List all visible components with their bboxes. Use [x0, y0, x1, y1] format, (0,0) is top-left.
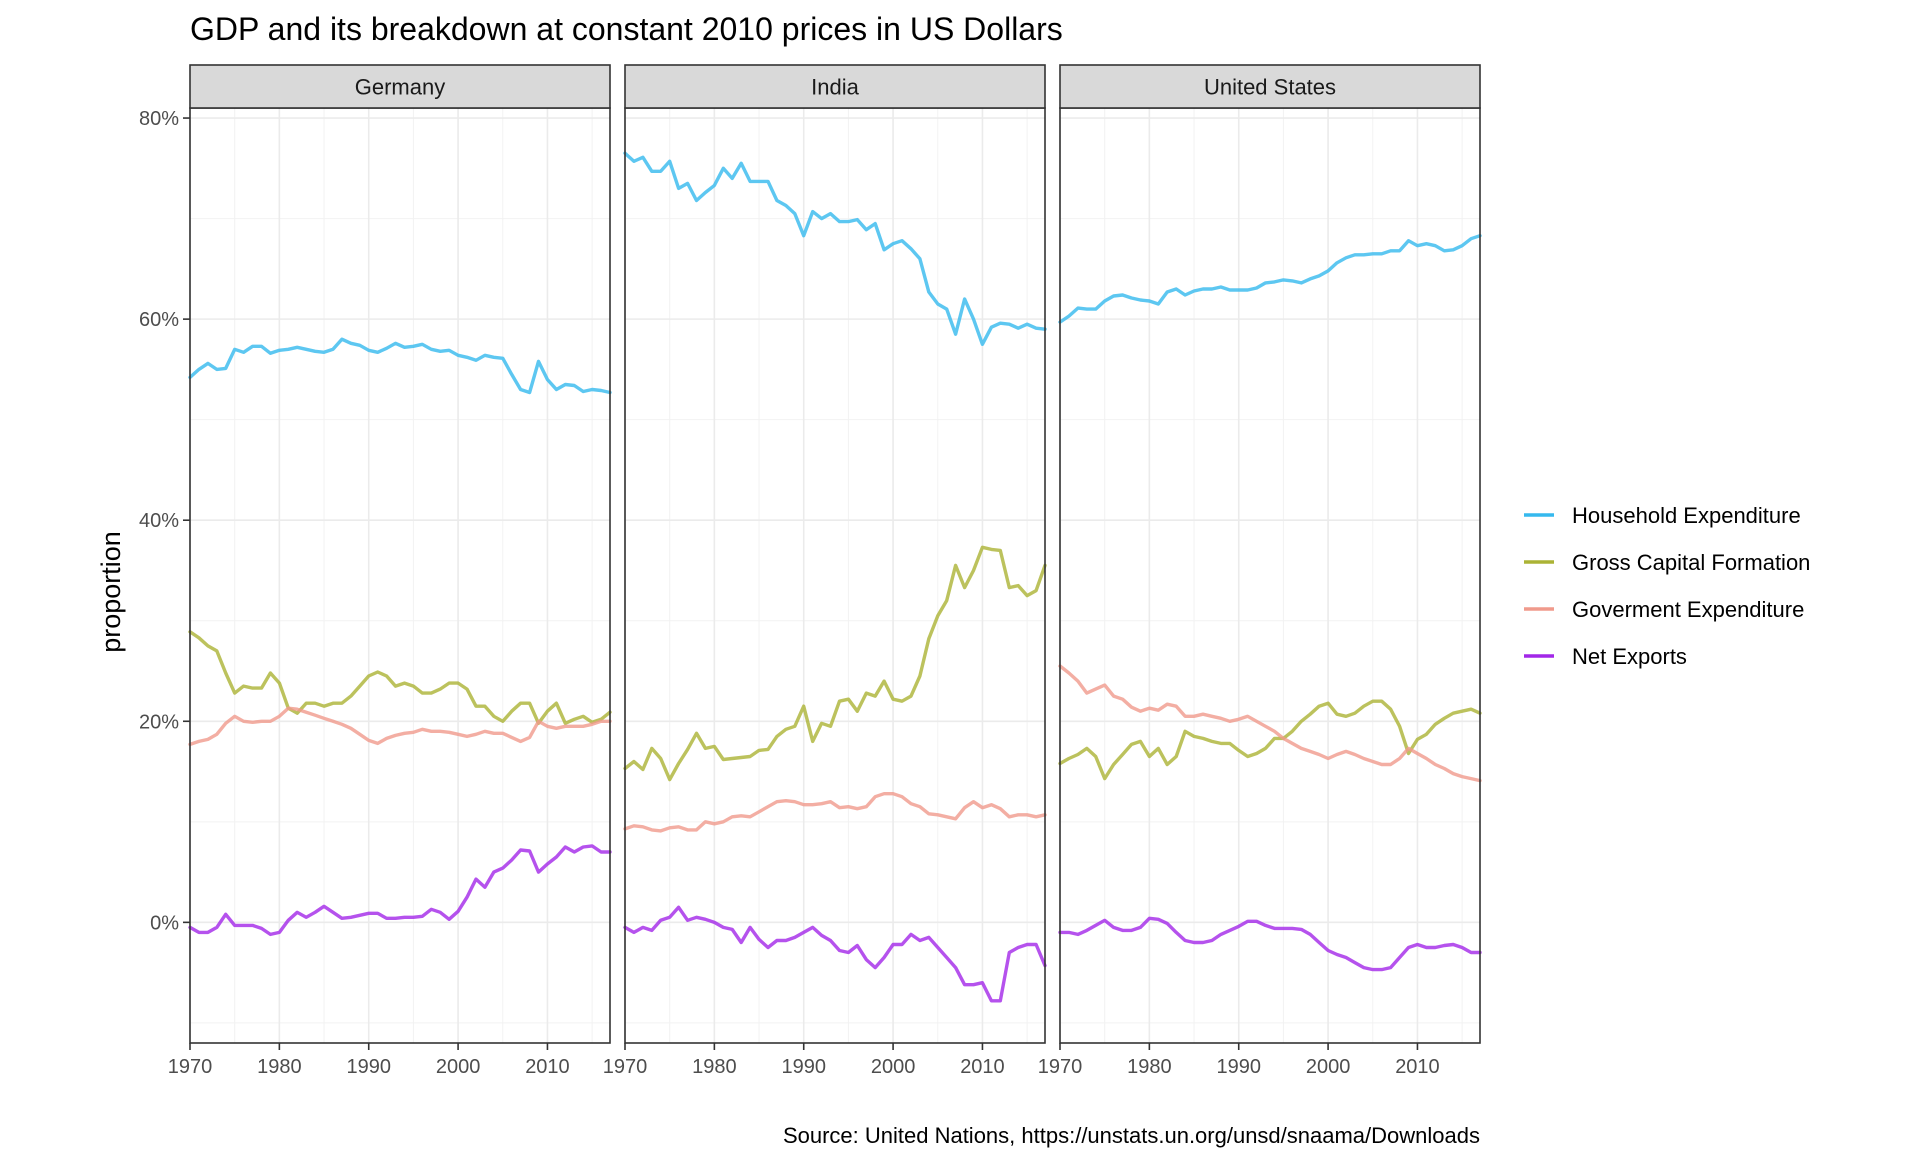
series-line-net-exports: [1058, 916, 1482, 972]
legend-label: Household Expenditure: [1572, 503, 1801, 528]
facet-strip-label: Germany: [355, 75, 445, 100]
panel-india: India 1970 1980 1990 2000 2010: [603, 64, 1047, 1078]
x-tick-label: 1990: [346, 1056, 391, 1078]
y-tick-label: 20%: [139, 711, 179, 733]
x-tick-label: 2000: [1306, 1056, 1351, 1078]
panel-background: [190, 108, 610, 1043]
legend-label: Net Exports: [1572, 644, 1687, 669]
legend-item: Goverment Expenditure: [1524, 597, 1804, 622]
facet-strip-label: India: [811, 75, 859, 100]
x-tick-label: 2000: [436, 1056, 481, 1078]
x-tick-label: 2010: [960, 1056, 1005, 1078]
series-line-gross-capital-formation: [623, 545, 1047, 782]
facet-strip: [624, 64, 1046, 109]
legend-label: Goverment Expenditure: [1572, 597, 1804, 622]
series-line-goverment-expenditure: [1058, 664, 1482, 783]
chart-caption: Source: United Nations, https://unstats.…: [783, 1123, 1480, 1148]
chart-panels: Germany 1970 1980 1990 2000 2010 India 1970 1980…: [168, 64, 1482, 1078]
facet-strip-label: United States: [1204, 75, 1336, 100]
facet-strip: [1059, 64, 1481, 109]
panel-united-states: United States 1970 1980 1990 2000 2010: [1038, 64, 1482, 1078]
chart-title: GDP and its breakdown at constant 2010 p…: [190, 11, 1063, 47]
series-line-household-expenditure: [188, 337, 612, 395]
x-tick-label: 2010: [1395, 1056, 1440, 1078]
legend-item: Net Exports: [1524, 644, 1687, 669]
y-tick-label: 80%: [139, 108, 179, 130]
series-line-household-expenditure: [623, 151, 1047, 346]
x-tick-label: 2010: [525, 1056, 570, 1078]
series-line-net-exports: [188, 844, 612, 937]
y-tick-label: 0%: [150, 912, 179, 934]
legend-item: Gross Capital Formation: [1524, 550, 1810, 575]
series-line-goverment-expenditure: [188, 706, 612, 747]
x-tick-label: 1970: [168, 1056, 213, 1078]
x-tick-label: 1980: [1127, 1056, 1172, 1078]
x-tick-label: 1970: [603, 1056, 648, 1078]
x-tick-label: 2000: [871, 1056, 916, 1078]
legend: Household Expenditure Gross Capital Forma…: [1524, 503, 1810, 669]
x-tick-label: 1990: [1216, 1056, 1261, 1078]
panel-background: [1060, 108, 1480, 1043]
y-tick-label: 40%: [139, 510, 179, 532]
y-axis: 0% 20% 40% 60% 80%: [139, 108, 190, 934]
series-line-goverment-expenditure: [623, 792, 1047, 833]
series-line-net-exports: [623, 905, 1047, 1003]
panel-background: [625, 108, 1045, 1043]
x-tick-label: 1990: [781, 1056, 826, 1078]
facet-strip: [189, 64, 611, 109]
legend-item: Household Expenditure: [1524, 503, 1801, 528]
panel-germany: Germany 1970 1980 1990 2000 2010: [168, 64, 612, 1078]
y-axis-title: proportion: [96, 531, 126, 653]
series-line-household-expenditure: [1058, 233, 1482, 324]
x-tick-label: 1970: [1038, 1056, 1083, 1078]
legend-label: Gross Capital Formation: [1572, 550, 1810, 575]
x-tick-label: 1980: [692, 1056, 737, 1078]
y-tick-label: 60%: [139, 309, 179, 331]
x-tick-label: 1980: [257, 1056, 302, 1078]
